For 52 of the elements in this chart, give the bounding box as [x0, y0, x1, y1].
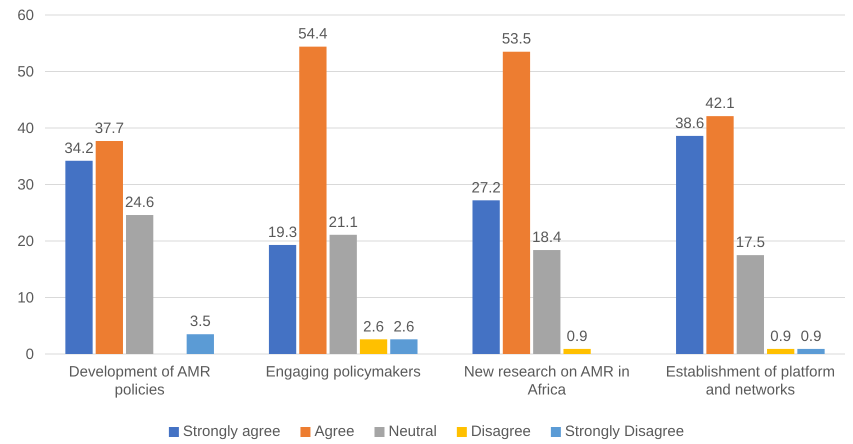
bar	[502, 52, 530, 354]
x-tick-label: Establishment of platform and networks	[666, 364, 835, 398]
data-label: 38.6	[675, 114, 704, 132]
data-label: 54.4	[298, 26, 328, 43]
bar	[299, 46, 327, 354]
y-tick-label: 20	[17, 232, 34, 250]
x-tick-label: Engaging policymakers	[266, 364, 421, 380]
y-tick-label: 40	[17, 120, 34, 137]
bar	[268, 244, 296, 354]
bar	[65, 160, 93, 354]
data-label: 2.6	[393, 318, 414, 336]
bar	[96, 140, 123, 354]
data-label: 24.6	[125, 194, 154, 212]
legend-label: Disagree	[470, 423, 531, 440]
legend-label: Strongly agree	[182, 423, 280, 440]
data-label: 2.6	[363, 318, 384, 336]
data-label: 3.5	[190, 313, 211, 330]
data-label: 0.9	[566, 328, 588, 345]
bar	[736, 255, 764, 354]
bar	[390, 339, 418, 354]
bar	[472, 200, 500, 354]
data-label: 53.5	[502, 30, 532, 48]
data-label: 21.1	[328, 214, 358, 231]
bar	[360, 339, 388, 354]
bar	[563, 348, 591, 354]
bar	[330, 234, 357, 354]
legend-label: Strongly Disagree	[564, 423, 684, 440]
y-tick-label: 10	[17, 289, 34, 306]
bar	[706, 116, 734, 354]
bar	[797, 348, 825, 354]
data-label: 37.7	[94, 120, 124, 137]
bar	[533, 250, 560, 354]
y-tick-label: 0	[26, 346, 34, 363]
y-tick-label: 60	[17, 6, 34, 24]
legend-label: Agree	[314, 423, 354, 440]
bar	[126, 215, 154, 354]
x-tick-label: New research on AMR in Africa	[464, 364, 630, 398]
data-label: 18.4	[532, 229, 562, 246]
data-label: 27.2	[472, 179, 501, 196]
data-label: 42.1	[705, 95, 735, 112]
y-tick-label: 30	[17, 176, 34, 194]
bar	[767, 348, 794, 354]
data-label: 19.3	[268, 224, 298, 241]
legend-label: Neutral	[388, 423, 437, 440]
data-label: 0.9	[770, 328, 792, 345]
bar	[676, 136, 704, 354]
data-label: 34.2	[64, 140, 94, 157]
x-tick-label: Development of AMR policies	[68, 364, 211, 398]
data-label: 0.9	[800, 328, 822, 345]
data-label: 17.5	[736, 234, 765, 252]
y-tick-label: 50	[17, 63, 34, 80]
bar	[186, 334, 214, 354]
